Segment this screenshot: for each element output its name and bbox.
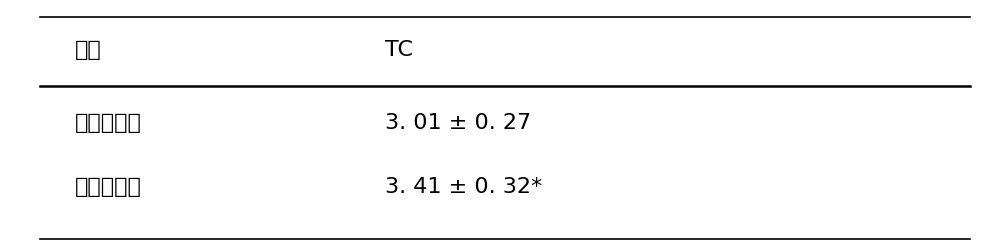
Text: 3. 41 ± 0. 32*: 3. 41 ± 0. 32* — [385, 177, 542, 197]
Text: 高脂饲料组: 高脂饲料组 — [75, 177, 142, 197]
Text: 基础对照组: 基础对照组 — [75, 113, 142, 133]
Text: 组别: 组别 — [75, 40, 102, 61]
Text: 3. 01 ± 0. 27: 3. 01 ± 0. 27 — [385, 113, 531, 133]
Text: TC: TC — [385, 40, 413, 61]
